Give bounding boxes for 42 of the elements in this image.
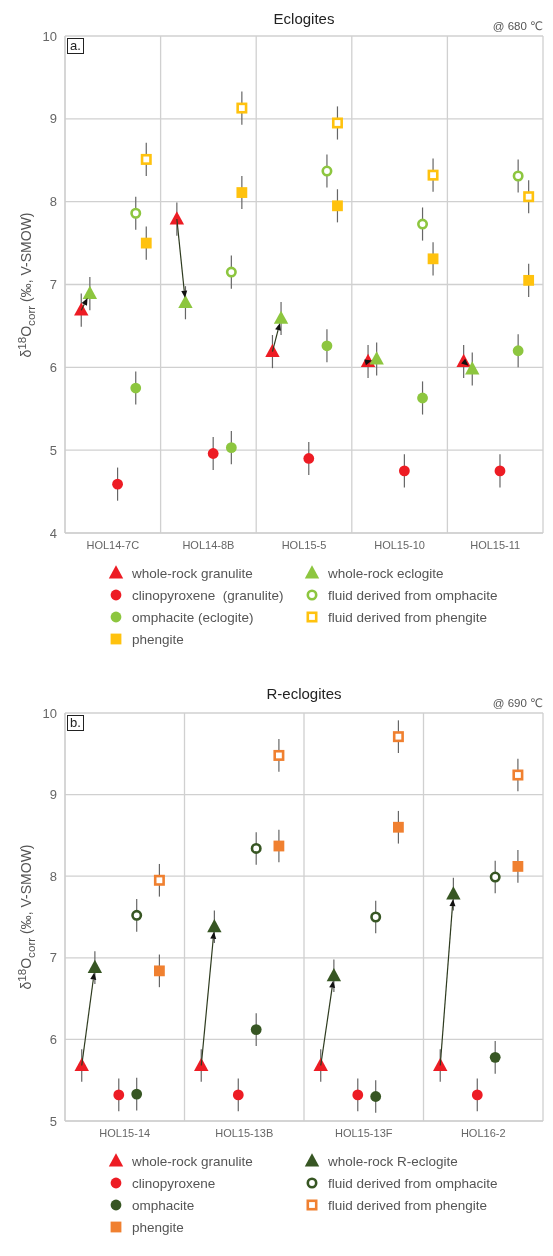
legend-label: omphacite bbox=[132, 1197, 195, 1213]
x-tick-label: HOL15-10 bbox=[374, 538, 425, 551]
x-tick-label: HOL15-5 bbox=[281, 538, 327, 551]
legend-label: fluid derived from omphacite bbox=[328, 1175, 498, 1191]
x-tick-label: HOL15-14 bbox=[99, 1126, 151, 1139]
annotation: a. bbox=[67, 38, 84, 54]
legend-label: phengite bbox=[132, 1219, 184, 1235]
y-tick-label: 6 bbox=[49, 1032, 57, 1048]
legend-label: fluid derived from phengite bbox=[328, 609, 488, 625]
legend-label: omphacite (eclogite) bbox=[132, 609, 254, 625]
y-tick-label: 8 bbox=[49, 868, 57, 884]
legend-label: whole-rock granulite bbox=[132, 565, 253, 581]
y-tick-label: 5 bbox=[49, 442, 57, 458]
x-tick-label: HOL15-13F bbox=[335, 1126, 393, 1139]
x-tick-label: HOL15-11 bbox=[470, 538, 521, 551]
legend-label: whole-rock granulite bbox=[132, 1153, 253, 1169]
y-tick-label: 8 bbox=[49, 194, 57, 210]
x-tick-label: HOL14-7C bbox=[86, 538, 140, 551]
y-tick-label: 10 bbox=[42, 705, 57, 721]
y-tick-label: 10 bbox=[42, 28, 57, 44]
text: @ 680 ℃ bbox=[492, 19, 543, 33]
text: @ 690 ℃ bbox=[492, 696, 543, 710]
x-tick-label: HOL16-2 bbox=[460, 1126, 506, 1139]
annotation: b. bbox=[67, 715, 84, 731]
legend-label: fluid derived from phengite bbox=[328, 1197, 488, 1213]
y-tick-label: 7 bbox=[49, 950, 57, 966]
legend-label: fluid derived from omphacite bbox=[328, 587, 498, 603]
x-tick-label: HOL14-8B bbox=[182, 538, 235, 551]
y-tick-label: 9 bbox=[49, 787, 57, 803]
y-tick-label: 7 bbox=[49, 277, 57, 293]
y-tick-label: 4 bbox=[49, 525, 57, 541]
legend-label: phengite bbox=[132, 631, 184, 647]
chart-title: R-eclogites bbox=[266, 685, 342, 702]
legend-label: whole-rock R-eclogite bbox=[328, 1153, 458, 1169]
y-tick-label: 5 bbox=[49, 1113, 57, 1129]
chart-title: Eclogites bbox=[273, 10, 335, 27]
x-tick-label: HOL15-13B bbox=[215, 1126, 274, 1139]
y-tick-label: 6 bbox=[49, 359, 57, 375]
legend-label: whole-rock eclogite bbox=[328, 565, 444, 581]
legend-label: clinopyroxene (granulite) bbox=[132, 587, 284, 603]
legend-label: clinopyroxene bbox=[132, 1175, 216, 1191]
y-tick-label: 9 bbox=[49, 111, 57, 127]
